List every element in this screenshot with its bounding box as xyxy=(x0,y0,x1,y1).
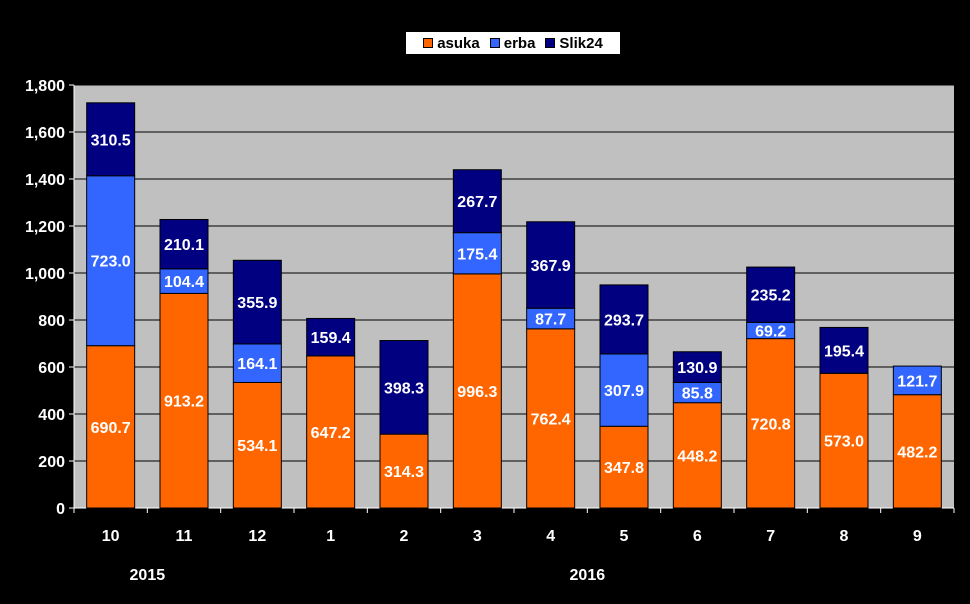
data-label: 314.3 xyxy=(384,464,424,481)
x-tick-label: 4 xyxy=(546,528,555,545)
legend-item-slik24: Slik24 xyxy=(545,34,603,52)
bar-asuka-9 xyxy=(892,394,942,509)
data-label: 267.7 xyxy=(457,194,497,211)
year-label: 2015 xyxy=(130,567,166,584)
data-label: 69.2 xyxy=(755,323,786,340)
bar-slik24-6 xyxy=(672,351,722,384)
y-tick-label: 1,800 xyxy=(25,78,65,95)
bar-asuka-3 xyxy=(452,273,502,509)
bar-asuka-8 xyxy=(819,372,869,509)
bar-slik24-12 xyxy=(232,259,282,345)
bar-erba-10 xyxy=(86,175,136,347)
bar-erba-9 xyxy=(892,365,942,396)
x-tick-label: 9 xyxy=(913,528,922,545)
data-label: 720.8 xyxy=(751,416,791,433)
data-label: 690.7 xyxy=(91,420,131,437)
y-tick-label: 600 xyxy=(38,360,65,377)
data-label: 347.8 xyxy=(604,460,644,477)
x-tick-label: 5 xyxy=(620,528,629,545)
bar-slik24-10 xyxy=(86,102,136,177)
legend-swatch-asuka xyxy=(423,38,434,48)
x-tick-label: 6 xyxy=(693,528,702,545)
data-label: 164.1 xyxy=(237,356,277,373)
y-tick-label: 200 xyxy=(38,454,65,471)
data-label: 293.7 xyxy=(604,312,644,329)
bar-asuka-1 xyxy=(306,355,356,509)
data-label: 210.1 xyxy=(164,237,204,254)
bar-slik24-3 xyxy=(452,169,502,234)
data-label: 130.9 xyxy=(677,360,717,377)
data-label: 482.2 xyxy=(897,444,937,461)
data-label: 448.2 xyxy=(677,448,717,465)
x-tick-label: 8 xyxy=(840,528,849,545)
bar-slik24-4 xyxy=(526,221,576,309)
x-tick-label: 7 xyxy=(766,528,775,545)
data-label: 87.7 xyxy=(535,312,566,329)
x-tick-label: 3 xyxy=(473,528,482,545)
bar-asuka-5 xyxy=(599,425,649,509)
bar-asuka-6 xyxy=(672,402,722,509)
data-label: 647.2 xyxy=(311,425,351,442)
x-tick-label: 2 xyxy=(400,528,409,545)
legend: asuka erba Slik24 xyxy=(405,31,621,55)
bar-asuka-10 xyxy=(86,345,136,509)
y-tick-label: 1,400 xyxy=(25,172,65,189)
data-label: 159.4 xyxy=(311,330,351,347)
bar-asuka-4 xyxy=(526,328,576,509)
data-label: 573.0 xyxy=(824,434,864,451)
data-label: 175.4 xyxy=(457,246,497,263)
bar-erba-12 xyxy=(232,343,282,383)
bar-slik24-8 xyxy=(819,326,869,374)
legend-label-erba: erba xyxy=(503,34,536,52)
x-tick-label: 10 xyxy=(102,528,120,545)
legend-item-erba: erba xyxy=(489,34,536,52)
y-tick-label: 1,200 xyxy=(25,219,65,236)
data-label: 85.8 xyxy=(682,386,713,403)
y-tick-label: 0 xyxy=(56,501,65,518)
bar-slik24-2 xyxy=(379,340,429,435)
data-label: 723.0 xyxy=(91,254,131,271)
data-label: 913.2 xyxy=(164,394,204,411)
bar-asuka-12 xyxy=(232,381,282,509)
x-tick-label: 12 xyxy=(248,528,266,545)
y-tick-label: 1,000 xyxy=(25,266,65,283)
data-label: 355.9 xyxy=(237,295,277,312)
data-label: 235.2 xyxy=(751,288,791,305)
data-label: 121.7 xyxy=(897,373,937,390)
data-label: 398.3 xyxy=(384,380,424,397)
y-tick-label: 800 xyxy=(38,313,65,330)
data-label: 307.9 xyxy=(604,383,644,400)
data-label: 534.1 xyxy=(237,438,277,455)
data-label: 367.9 xyxy=(531,258,571,275)
data-label: 310.5 xyxy=(91,132,131,149)
data-label: 104.4 xyxy=(164,274,204,291)
data-label: 762.4 xyxy=(531,411,571,428)
legend-item-asuka: asuka xyxy=(423,35,480,52)
x-tick-label: 1 xyxy=(326,528,335,545)
y-tick-label: 400 xyxy=(38,407,65,424)
bar-slik24-1 xyxy=(306,317,356,357)
year-label: 2016 xyxy=(570,567,606,584)
bar-slik24-5 xyxy=(599,284,649,355)
bar-slik24-11 xyxy=(159,218,209,270)
legend-swatch-erba xyxy=(489,38,500,48)
x-tick-label: 11 xyxy=(176,528,193,545)
legend-label-asuka: asuka xyxy=(437,34,480,52)
legend-swatch-slik24 xyxy=(545,38,556,48)
bar-erba-3 xyxy=(452,232,502,275)
legend-label-slik24: Slik24 xyxy=(559,34,603,52)
y-tick-label: 1,600 xyxy=(25,125,65,142)
data-label: 195.4 xyxy=(824,343,864,360)
plot-area xyxy=(74,85,954,508)
bar-slik24-7 xyxy=(746,266,796,323)
data-label: 996.3 xyxy=(457,384,497,401)
